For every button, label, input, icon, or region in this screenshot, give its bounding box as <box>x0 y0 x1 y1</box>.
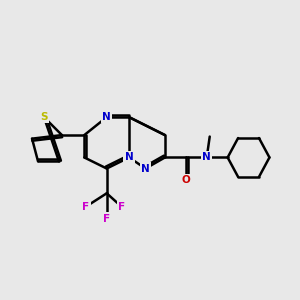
Text: N: N <box>141 164 150 173</box>
Text: F: F <box>82 202 89 212</box>
Text: S: S <box>40 112 48 122</box>
Text: O: O <box>182 175 190 185</box>
Text: F: F <box>118 202 125 212</box>
Text: N: N <box>202 152 211 163</box>
Text: N: N <box>102 112 111 122</box>
Text: F: F <box>103 214 110 224</box>
Text: N: N <box>125 152 134 163</box>
